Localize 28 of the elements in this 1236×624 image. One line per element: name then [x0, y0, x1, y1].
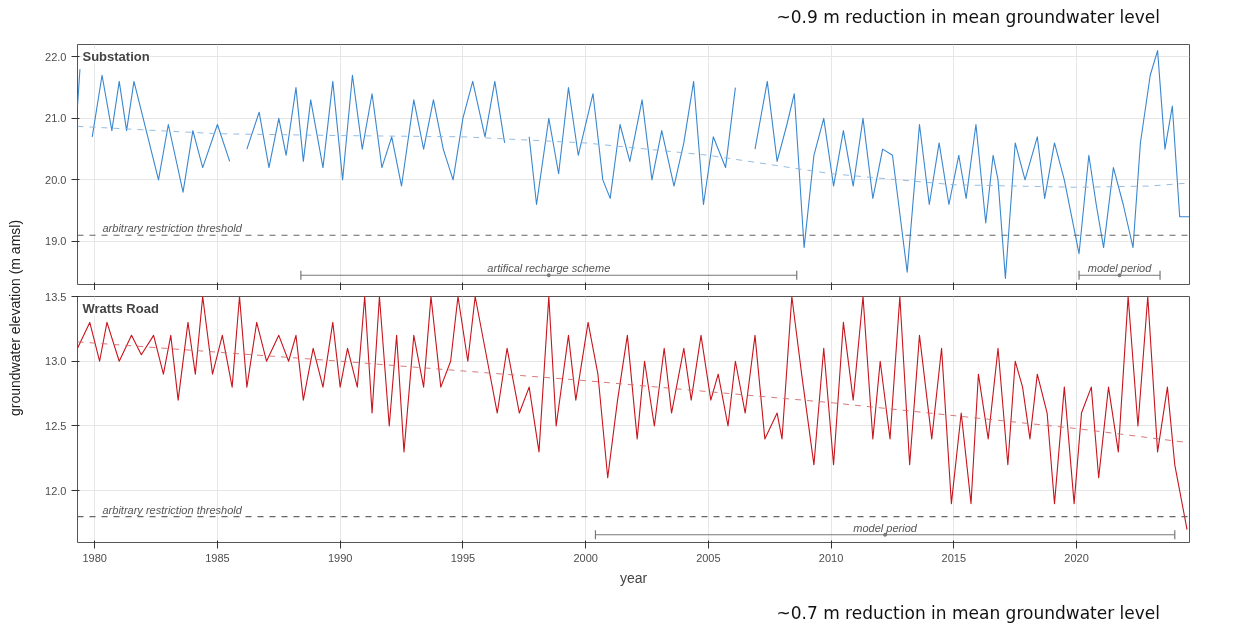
x-tick-label: 2010 — [818, 551, 844, 564]
x-tick-label: 1990 — [327, 551, 353, 564]
series-label: artifical recharge scheme — [487, 262, 611, 275]
y-tick-label: 21.0 — [45, 112, 67, 125]
y-tick-label: 13.5 — [45, 290, 67, 303]
chart-title: Substation — [82, 48, 150, 64]
y-tick-label: 12.5 — [45, 419, 67, 432]
y-tick-label: 20.0 — [45, 173, 67, 186]
ref-line-label: arbitrary restriction threshold — [102, 503, 243, 516]
x-tick-label: 2015 — [941, 551, 967, 564]
x-tick-label: 2005 — [696, 551, 721, 564]
y-tick-label: 19.0 — [45, 235, 67, 248]
x-tick-label: 1995 — [450, 551, 476, 564]
x-tick-label: 1980 — [82, 551, 107, 564]
y-tick-label: 22.0 — [45, 50, 67, 63]
x-axis-title: year — [619, 569, 648, 586]
y-tick-label: 13.0 — [45, 355, 67, 368]
y-axis-title: groundwater elevation (m amsl) — [6, 219, 24, 417]
x-tick-label: 2020 — [1064, 551, 1089, 564]
ref-line-label: arbitrary restriction threshold — [102, 222, 243, 235]
series-label: model period — [1087, 262, 1153, 275]
text: ~0.7 m reduction in mean groundwater level — [776, 602, 1160, 624]
chart-title: Wratts Road — [82, 300, 159, 316]
x-tick-label: 2000 — [573, 551, 598, 564]
y-tick-label: 12.0 — [45, 484, 67, 497]
series-label: model period — [853, 521, 918, 534]
text: ~0.9 m reduction in mean groundwater level — [776, 6, 1160, 29]
x-tick-label: 1985 — [205, 551, 230, 564]
